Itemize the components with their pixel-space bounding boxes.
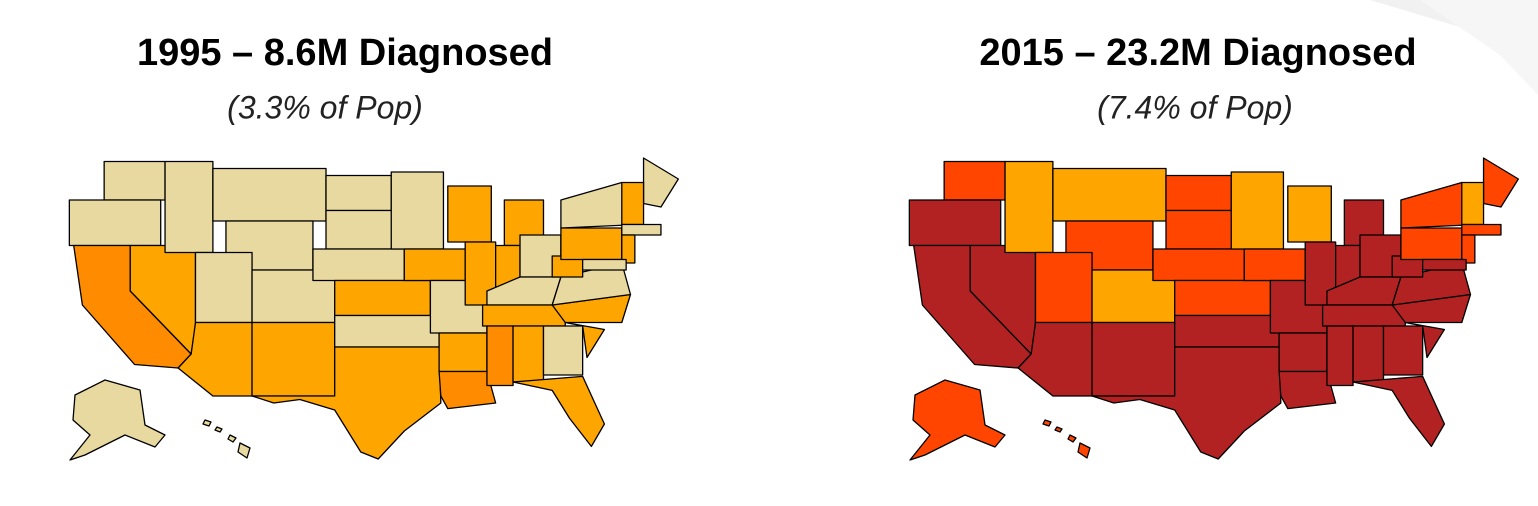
state-region — [513, 376, 604, 446]
state-region — [1353, 326, 1383, 382]
state-region — [1279, 372, 1336, 409]
state-region — [487, 326, 513, 386]
state-region — [1005, 162, 1053, 253]
us-map — [69, 158, 678, 459]
state-region — [1153, 249, 1244, 281]
state-region — [69, 379, 166, 461]
state-region — [909, 200, 1000, 246]
state-region — [1231, 172, 1283, 249]
map-title: 1995 – 8.6M Diagnosed — [137, 32, 553, 74]
state-region — [439, 372, 496, 409]
state-region — [104, 162, 165, 201]
state-region — [252, 323, 335, 397]
state-region — [1384, 326, 1423, 375]
state-region — [196, 253, 253, 323]
state-region — [1462, 183, 1484, 225]
state-region — [448, 186, 492, 242]
state-region — [1244, 249, 1305, 281]
us-map — [909, 158, 1518, 459]
corner-decoration — [1420, 0, 1538, 95]
state-region — [1401, 228, 1462, 260]
state-region — [483, 305, 566, 326]
state-region — [583, 260, 627, 271]
state-region — [1323, 305, 1406, 326]
state-region — [1175, 281, 1271, 316]
state-region — [644, 158, 679, 207]
state-region — [944, 162, 1005, 201]
state-region — [1462, 225, 1501, 236]
state-region — [1166, 176, 1231, 211]
map-subtitle: (7.4% of Pop) — [1097, 89, 1293, 125]
state-region — [622, 183, 644, 225]
state-region — [1092, 323, 1175, 397]
state-region — [313, 249, 404, 281]
state-region — [622, 225, 661, 236]
state-region — [1353, 376, 1444, 446]
state-region — [1423, 260, 1467, 271]
state-region — [1484, 158, 1519, 207]
state-region — [1405, 323, 1444, 358]
state-region — [213, 169, 326, 222]
state-region — [1042, 419, 1091, 459]
state-region — [1175, 316, 1279, 348]
state-region — [1462, 235, 1475, 263]
state-region — [565, 323, 604, 358]
state-region — [439, 333, 487, 372]
state-region — [165, 162, 213, 253]
state-region — [202, 419, 251, 459]
state-region — [1327, 326, 1353, 386]
state-region — [404, 249, 465, 281]
state-region — [69, 200, 160, 246]
map-subtitle: (3.3% of Pop) — [227, 89, 423, 125]
state-region — [326, 176, 391, 211]
state-region — [909, 379, 1006, 461]
state-region — [622, 235, 635, 263]
us-map-outlying — [69, 379, 251, 461]
state-region — [1166, 211, 1236, 250]
state-region — [1036, 253, 1093, 323]
state-region — [335, 316, 439, 348]
state-region — [544, 326, 583, 375]
us-map-outlying — [909, 379, 1091, 461]
map-title: 2015 – 23.2M Diagnosed — [979, 32, 1416, 74]
state-region — [1053, 169, 1166, 222]
state-region — [1288, 186, 1332, 242]
state-region — [326, 211, 396, 250]
map-panel: 1995 – 8.6M Diagnosed (3.3% of Pop) — [69, 32, 678, 461]
map-panel: 2015 – 23.2M Diagnosed (7.4% of Pop) — [909, 32, 1518, 461]
state-region — [513, 326, 543, 382]
state-region — [1279, 333, 1327, 372]
state-region — [391, 172, 443, 249]
state-region — [561, 228, 622, 260]
state-region — [335, 281, 431, 316]
